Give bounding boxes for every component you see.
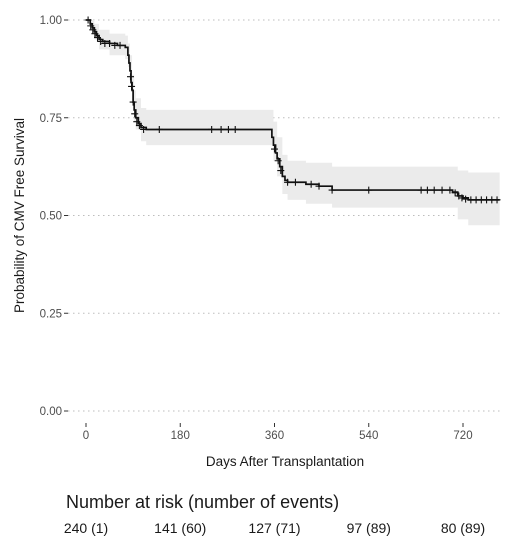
x-tick-label-4: 720: [453, 430, 472, 442]
y-tick-label-3: 0.75: [40, 113, 62, 125]
x-axis-title: Days After Transplantation: [206, 454, 364, 469]
censor-mark-35: [446, 186, 454, 194]
y-tick-label-2: 0.50: [40, 211, 62, 223]
censor-mark-33: [430, 186, 438, 194]
censor-mark-2: [89, 26, 97, 34]
censor-mark-10: [127, 73, 135, 81]
censor-mark-36: [451, 189, 459, 197]
censor-mark-18: [208, 125, 216, 133]
censor-mark-20: [224, 125, 232, 133]
censor-mark-24: [277, 167, 285, 175]
y-axis-ticks: 0.00 0.25 0.50 0.75 1.00: [40, 15, 68, 418]
x-tick-label-1: 180: [171, 430, 190, 442]
y-axis-title: Probability of CMV Free Survival: [12, 118, 27, 313]
censor-mark-13: [131, 110, 139, 118]
censor-mark-19: [217, 125, 225, 133]
y-tick-label-4: 1.00: [40, 15, 62, 27]
x-tick-label-0: 0: [83, 430, 89, 442]
risk-entry-4: 80 (89): [440, 520, 486, 536]
censor-mark-23: [274, 157, 282, 165]
censor-mark-3: [91, 30, 99, 38]
censor-mark-17: [155, 125, 163, 133]
censor-mark-5: [97, 38, 105, 46]
censor-mark-25: [284, 178, 292, 186]
censor-mark-21: [231, 125, 239, 133]
confidence-band: [86, 20, 500, 226]
censor-mark-38: [458, 194, 466, 202]
censor-mark-34: [438, 186, 446, 194]
censor-mark-14: [133, 118, 141, 126]
censor-marks: [84, 16, 501, 204]
censor-mark-39: [462, 195, 470, 203]
censor-mark-27: [307, 180, 315, 188]
censor-mark-11: [128, 82, 136, 90]
censor-mark-7: [106, 39, 114, 47]
risk-table-title: Number at risk (number of events): [66, 492, 340, 512]
risk-entry-3: 97 (89): [346, 520, 391, 536]
risk-table-row: 240 (1) 141 (60) 127 (71) 97 (89) 80 (89): [0, 520, 508, 540]
censor-mark-31: [417, 186, 425, 194]
x-tick-label-3: 540: [359, 430, 378, 442]
y-tick-label-0: 0.00: [40, 406, 62, 418]
censor-mark-26: [291, 178, 299, 186]
censor-mark-29: [328, 186, 336, 194]
x-tick-label-2: 360: [265, 430, 284, 442]
x-axis-ticks: 0 180 360 540 720: [83, 423, 473, 442]
risk-entry-0: 240 (1): [63, 520, 109, 536]
censor-mark-30: [365, 186, 373, 194]
censor-mark-22: [271, 145, 278, 153]
y-tick-label-1: 0.25: [40, 308, 62, 320]
censor-mark-4: [94, 34, 102, 42]
censor-mark-28: [315, 182, 323, 190]
censor-mark-32: [423, 186, 431, 194]
risk-entry-1: 141 (60): [154, 520, 207, 536]
risk-entry-2: 127 (71): [248, 520, 301, 536]
censor-mark-16: [140, 125, 148, 133]
censor-mark-15: [135, 122, 143, 130]
censor-mark-45: [493, 196, 501, 204]
censor-mark-12: [129, 98, 137, 106]
censor-mark-9: [116, 41, 124, 49]
censor-mark-0: [84, 16, 92, 24]
censor-mark-1: [87, 22, 95, 30]
